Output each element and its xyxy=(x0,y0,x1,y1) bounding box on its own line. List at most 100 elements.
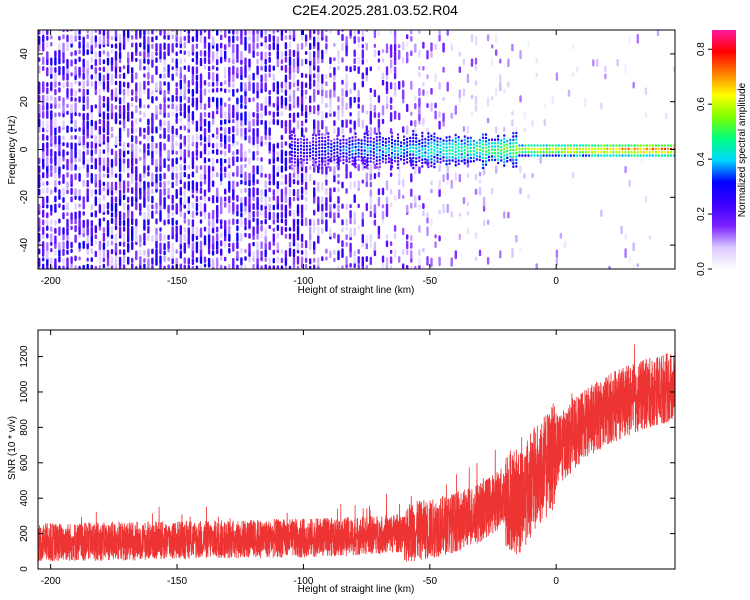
spectrogram-noise-cell xyxy=(369,181,372,188)
spectrogram-noise-cell xyxy=(127,51,130,59)
spectrogram-noise-cell xyxy=(264,180,267,189)
spectrogram-carrier-cell xyxy=(363,135,366,139)
spectrogram-noise-cell xyxy=(438,235,441,242)
spectrogram-noise-cell xyxy=(337,105,340,111)
spectrogram-noise-cell xyxy=(199,57,203,67)
spectrogram-carrier-cell xyxy=(515,145,518,148)
spectrogram-noise-cell xyxy=(466,173,470,178)
spectrogram-noise-cell xyxy=(422,247,425,253)
spectrogram-carrier-cell xyxy=(612,154,615,157)
spectrogram-carrier-cell xyxy=(448,135,451,139)
spectrogram-carrier-cell xyxy=(384,151,387,154)
spectrogram-noise-cell xyxy=(106,188,110,196)
spectrogram-noise-cell xyxy=(296,56,300,67)
spectrogram-noise-cell xyxy=(256,134,259,145)
spectrogram-noise-cell xyxy=(175,128,178,136)
spectrogram-noise-cell xyxy=(151,195,154,204)
spectrogram-noise-cell xyxy=(329,65,332,70)
spectrogram-noise-cell xyxy=(232,119,235,124)
spectrogram-noise-cell xyxy=(264,73,267,82)
spectrogram-noise-cell xyxy=(175,220,178,226)
spectrogram-noise-cell xyxy=(341,128,344,135)
spectrogram-noise-cell xyxy=(207,42,211,51)
snr-x-tick-label: -150 xyxy=(167,576,187,587)
spectrogram-noise-cell xyxy=(410,257,413,263)
spectrogram-noise-cell xyxy=(66,212,69,217)
spectrogram-noise-cell xyxy=(357,264,360,269)
spectrogram-noise-cell xyxy=(272,249,275,255)
spectrogram-noise-cell xyxy=(276,233,279,239)
spectrogram-carrier-cell xyxy=(312,150,315,153)
spectrogram-carrier-cell xyxy=(336,157,339,161)
spectrogram-carrier-cell xyxy=(421,141,424,145)
spectrogram-noise-cell xyxy=(102,111,106,120)
spectrogram-noise-cell xyxy=(260,256,263,262)
spectrogram-noise-cell xyxy=(118,73,122,79)
spectrogram-carrier-cell xyxy=(330,156,333,159)
spectrogram-noise-cell xyxy=(131,102,134,108)
spectrogram-noise-cell xyxy=(147,72,150,80)
spectrogram-carrier-cell xyxy=(612,144,615,147)
spectrogram-noise-cell xyxy=(90,156,93,163)
spectrogram-carrier-cell xyxy=(478,148,481,152)
spectrogram-carrier-cell xyxy=(469,160,472,163)
spectrogram-noise-cell xyxy=(353,30,356,37)
spectrogram-carrier-cell xyxy=(563,154,566,157)
spectrogram-noise-cell xyxy=(224,241,227,249)
spectrogram-noise-cell xyxy=(276,111,279,117)
spectrogram-carrier-cell xyxy=(642,144,645,147)
spectrogram-noise-cell xyxy=(361,59,364,65)
spectrogram-noise-cell xyxy=(357,110,360,118)
spectrogram-noise-cell xyxy=(458,233,461,241)
spectrogram-noise-cell xyxy=(296,49,300,59)
spectrogram-noise-cell xyxy=(207,134,211,144)
spectrogram-noise-cell xyxy=(414,95,417,101)
spectrogram-noise-cell xyxy=(406,57,409,64)
spectrogram-carrier-cell xyxy=(494,145,497,148)
spectrogram-noise-cell xyxy=(288,188,292,196)
spectrogram-noise-cell xyxy=(325,49,328,55)
spectrogram-noise-cell xyxy=(167,264,170,269)
spectrogram-carrier-cell xyxy=(515,135,518,138)
spectrogram-noise-cell xyxy=(143,212,146,220)
spectrogram-noise-cell xyxy=(256,82,259,92)
spectrogram-noise-cell xyxy=(127,209,130,218)
spectrogram-carrier-cell xyxy=(348,153,351,157)
spectrogram-noise-cell xyxy=(62,120,65,128)
spectrogram-noise-cell xyxy=(42,181,45,187)
spectrogram-noise-cell xyxy=(207,158,211,163)
spectrogram-noise-cell xyxy=(410,250,413,259)
spectrogram-carrier-cell xyxy=(369,150,372,153)
spectrogram-noise-cell xyxy=(232,30,235,35)
spectrogram-noise-cell xyxy=(252,112,255,118)
spectrogram-noise-cell xyxy=(151,204,154,210)
spectrogram-noise-cell xyxy=(353,227,356,237)
spectrogram-x-axis-label: Height of straight line (km) xyxy=(298,285,415,296)
spectrogram-noise-cell xyxy=(135,218,138,227)
spectrogram-noise-cell xyxy=(46,204,49,209)
spectrogram-noise-cell xyxy=(398,189,401,200)
spectrogram-carrier-cell xyxy=(627,147,630,151)
spectrogram-noise-cell xyxy=(187,164,190,170)
spectrogram-carrier-cell xyxy=(669,144,673,147)
spectrogram-noise-cell xyxy=(58,166,61,175)
spectrogram-noise-cell xyxy=(418,204,421,210)
spectrogram-carrier-cell xyxy=(387,137,390,140)
spectrogram-noise-cell xyxy=(179,117,182,123)
spectrogram-carrier-cell xyxy=(533,154,536,157)
spectrogram-noise-cell xyxy=(300,204,304,213)
spectrogram-noise-cell xyxy=(106,240,110,248)
spectrogram-noise-cell xyxy=(220,196,223,206)
spectrogram-carrier-cell xyxy=(312,140,315,143)
spectrogram-carrier-cell xyxy=(481,146,485,150)
spectrogram-noise-cell xyxy=(62,187,65,197)
spectrogram-noise-cell xyxy=(159,227,162,232)
spectrogram-noise-cell xyxy=(139,118,142,123)
spectrogram-noise-cell xyxy=(183,41,186,49)
spectrogram-noise-cell xyxy=(175,172,178,180)
colorbar-ticks: 0.00.20.40.60.8 xyxy=(696,42,712,276)
spectrogram-carrier-cell xyxy=(305,151,309,155)
spectrogram-noise-cell xyxy=(139,256,142,266)
spectrogram-noise-cell xyxy=(66,110,69,115)
spectrogram-noise-cell xyxy=(86,96,89,106)
